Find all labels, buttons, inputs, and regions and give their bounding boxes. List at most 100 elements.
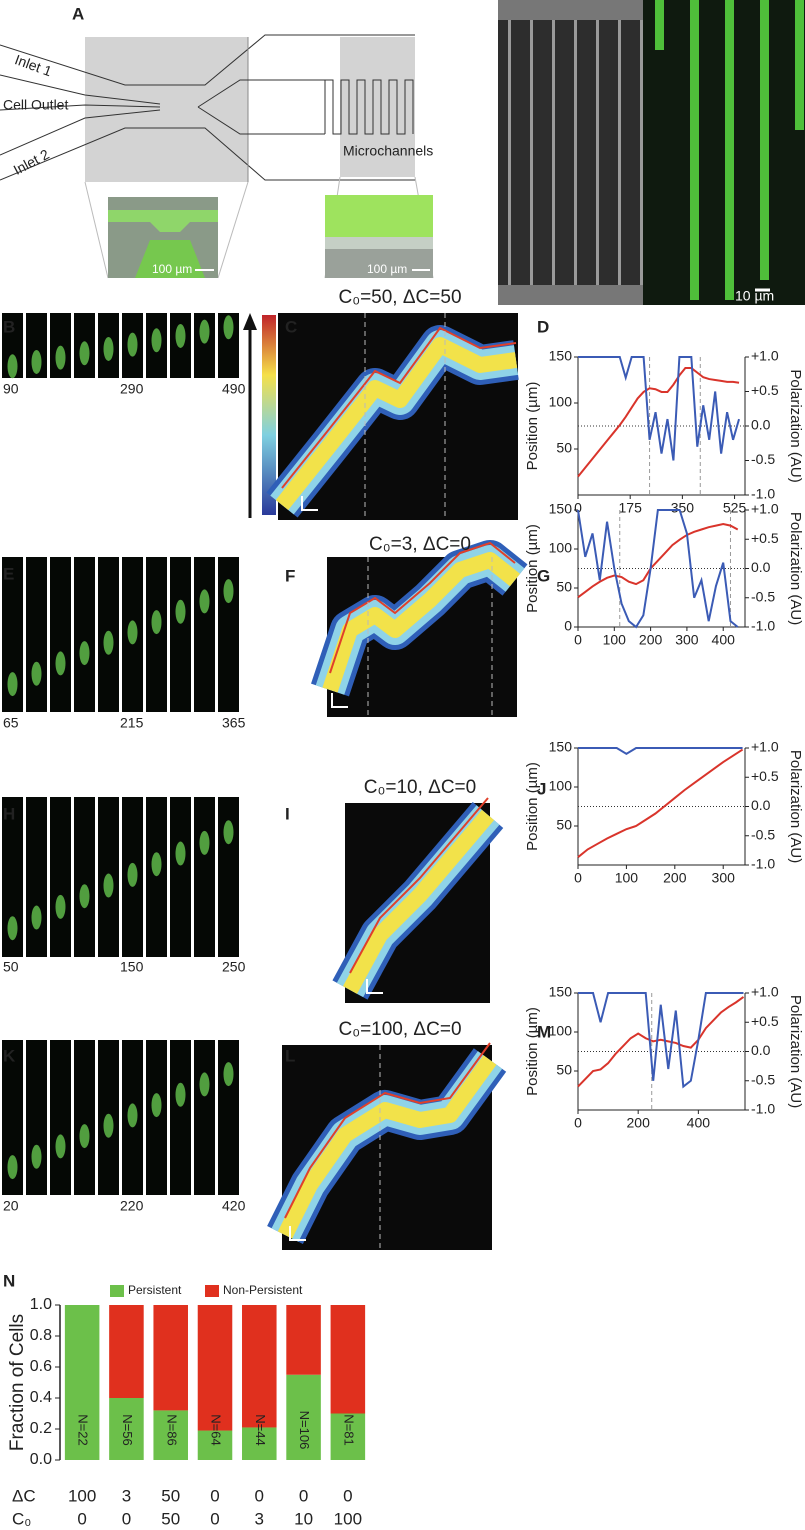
panel-label: N bbox=[3, 1271, 15, 1290]
strip-time: 65 bbox=[3, 715, 19, 731]
strip-time: 290 bbox=[120, 381, 144, 397]
strip-time: 90 bbox=[3, 381, 19, 397]
band bbox=[498, 0, 643, 20]
micrograph-fl bbox=[643, 0, 805, 305]
y-tick-label: 1.0 bbox=[30, 1296, 52, 1313]
band-edge bbox=[281, 326, 517, 489]
cell bbox=[31, 1144, 42, 1169]
x-tick-label: 200 bbox=[639, 632, 663, 648]
x-tick-label: 0 bbox=[574, 870, 582, 886]
cell bbox=[103, 873, 114, 898]
strip bbox=[194, 313, 215, 378]
channel bbox=[596, 0, 599, 305]
cell bbox=[55, 894, 66, 919]
x-tick-label: 100 bbox=[615, 870, 639, 886]
cell bbox=[79, 341, 90, 366]
cell bbox=[55, 345, 66, 370]
band bbox=[498, 285, 643, 305]
band-core bbox=[275, 337, 518, 510]
y-tick-label: 150 bbox=[549, 501, 573, 517]
c0-label: 3 bbox=[255, 1509, 264, 1528]
cell bbox=[223, 820, 234, 845]
bar-annotation: N=44 bbox=[253, 1414, 268, 1445]
bar-segment bbox=[109, 1398, 144, 1460]
cell bbox=[31, 349, 42, 374]
cell-signal bbox=[760, 0, 769, 280]
scale-label: 100 µm bbox=[152, 262, 192, 276]
image-strips: 90 290 490 65 215 365 50 150 250 20 220 420 bbox=[2, 313, 246, 1214]
scale-bar bbox=[289, 1226, 306, 1241]
kymograph-title: C₀=100, ΔC=0 bbox=[338, 1019, 461, 1040]
y2-tick-label: +0.5 bbox=[751, 382, 779, 398]
strip-time: 250 bbox=[222, 959, 246, 975]
x-tick-label: 0 bbox=[255, 1486, 264, 1505]
cell bbox=[175, 1082, 186, 1107]
band-edge bbox=[329, 541, 516, 674]
y-tick-label: 0.8 bbox=[30, 1327, 52, 1344]
x-tick-label: 400 bbox=[687, 1115, 711, 1131]
panel-label: M bbox=[537, 1022, 551, 1041]
bar-segment bbox=[330, 1305, 366, 1414]
bar-annotation: N=56 bbox=[120, 1414, 135, 1445]
cell bbox=[127, 620, 138, 645]
channel bbox=[552, 0, 555, 305]
channel-wall bbox=[0, 127, 415, 181]
inset-flow bbox=[325, 195, 433, 237]
kymograph-title: C₀=3, ΔC=0 bbox=[369, 534, 471, 555]
label: Microchannels bbox=[343, 143, 433, 159]
cell bbox=[127, 332, 138, 357]
cell bbox=[7, 672, 18, 697]
panel-label: G bbox=[537, 566, 550, 585]
y-tick-label: 0.2 bbox=[30, 1420, 52, 1437]
y2-tick-label: 0.0 bbox=[751, 417, 771, 433]
bar-segment bbox=[286, 1374, 321, 1460]
y-tick-label: 50 bbox=[556, 817, 572, 833]
y-tick-label: 150 bbox=[549, 348, 573, 364]
series-line bbox=[577, 523, 739, 599]
y2-tick-label: -0.5 bbox=[751, 1071, 775, 1087]
y2-tick-label: +1.0 bbox=[751, 739, 779, 755]
panel-label: K bbox=[3, 1046, 16, 1065]
inset-flow bbox=[135, 240, 205, 278]
cell bbox=[55, 651, 66, 676]
cell bbox=[151, 1093, 162, 1118]
cell bbox=[127, 862, 138, 887]
cell bbox=[79, 1124, 90, 1149]
scale-bar bbox=[301, 496, 318, 511]
microchannels bbox=[324, 79, 414, 135]
strip bbox=[146, 557, 167, 712]
y2-tick-label: -0.5 bbox=[751, 451, 775, 467]
bar-segment bbox=[286, 1305, 321, 1375]
series-line bbox=[577, 748, 744, 858]
band-core bbox=[277, 1055, 497, 1239]
bar-annotation: N=64 bbox=[209, 1414, 224, 1445]
panel-label: J bbox=[537, 779, 546, 798]
cell bbox=[151, 328, 162, 353]
cell bbox=[79, 641, 90, 666]
strip bbox=[74, 797, 95, 957]
legend-label: Non-Persistent bbox=[223, 1283, 303, 1297]
strip bbox=[2, 557, 23, 712]
y-tick-label: 0.4 bbox=[30, 1389, 52, 1406]
x-tick-label: 0 bbox=[574, 500, 582, 516]
cell bbox=[7, 1155, 18, 1180]
scale-label: 100 µm bbox=[367, 262, 407, 276]
y2-tick-label: -1.0 bbox=[751, 1101, 775, 1117]
y-tick-label: 0.6 bbox=[30, 1358, 52, 1375]
cell bbox=[103, 336, 114, 361]
strip bbox=[218, 557, 239, 712]
y-tick-label: 100 bbox=[549, 1023, 573, 1039]
kymograph-title: C₀=10, ΔC=0 bbox=[364, 777, 476, 798]
legend-label: Persistent bbox=[128, 1283, 182, 1297]
c0-label: 50 bbox=[161, 1509, 180, 1528]
x-tick-label: 200 bbox=[627, 1115, 651, 1131]
y-tick-label: 100 bbox=[549, 778, 573, 794]
micrograph-bf bbox=[498, 0, 643, 305]
cell bbox=[31, 661, 42, 686]
cell bbox=[175, 323, 186, 348]
y2-axis-label: Polarization (AU) bbox=[787, 512, 804, 625]
device-region bbox=[85, 37, 248, 182]
cell bbox=[223, 579, 234, 604]
